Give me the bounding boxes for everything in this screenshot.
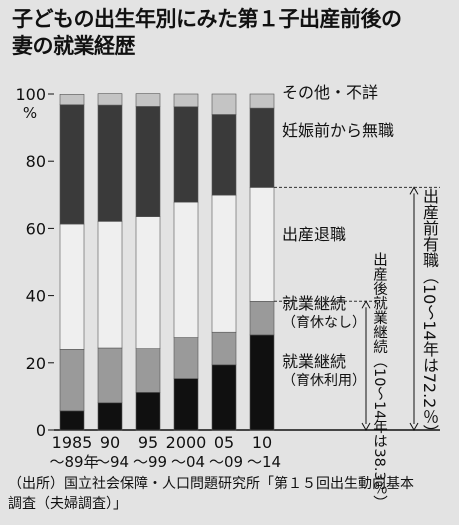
x-tick-label: 95 bbox=[138, 433, 158, 452]
y-tick-label: 60 bbox=[26, 219, 46, 238]
series-label-1: 就業継続 bbox=[282, 352, 346, 371]
bar-segment-2-4 bbox=[173, 337, 199, 379]
y-tick-label: 40 bbox=[26, 287, 46, 306]
series-label-5: その他・不詳 bbox=[282, 83, 378, 102]
series-label-2: 就業継続 bbox=[282, 294, 346, 313]
bar-segment-3-3 bbox=[135, 216, 161, 349]
bar-segment-5-1 bbox=[59, 94, 85, 106]
bar-segment-3-4 bbox=[173, 201, 199, 338]
bracket-employed-arrow-bottom bbox=[409, 422, 419, 432]
bar-segment-5-5 bbox=[211, 93, 237, 115]
bar-segment-4-2 bbox=[97, 104, 123, 222]
y-tick-label: 80 bbox=[26, 152, 46, 171]
x-tick-label-sub: ～14 bbox=[247, 453, 281, 471]
source-note: （出所）国立社会保障・人口問題研究所「第１５回出生動向基本 調査（夫婦調査）」 bbox=[8, 474, 453, 514]
bar-segment-3-1 bbox=[59, 223, 85, 350]
y-tick-label: 0 bbox=[36, 421, 46, 440]
bar-segment-4-3 bbox=[135, 106, 161, 217]
bar-segment-3-2 bbox=[97, 221, 123, 349]
series-label-2: （育休なし） bbox=[282, 315, 366, 331]
bar-segment-4-5 bbox=[211, 114, 237, 196]
source-line2: 調査（夫婦調査）」 bbox=[8, 496, 127, 512]
bar-segment-5-2 bbox=[97, 93, 123, 106]
x-tick-label: 90 bbox=[100, 433, 120, 452]
bar-segment-4-6 bbox=[249, 107, 275, 188]
annotation-continued: 出産後就業継続（10～14年は38.3％） bbox=[371, 252, 387, 510]
bar-segment-2-5 bbox=[211, 331, 237, 366]
chart-title-line2: 妻の就業経歴 bbox=[12, 34, 136, 58]
bar-segment-1-1 bbox=[59, 410, 85, 431]
x-tick-label-sub: ～89年 bbox=[49, 453, 98, 471]
bracket-employed-arrow-top bbox=[409, 186, 419, 195]
x-tick-label-sub: ～94 bbox=[95, 453, 129, 471]
y-tick-label: 20 bbox=[26, 354, 46, 373]
y-unit-label: % bbox=[23, 104, 37, 122]
x-tick-label: 1985 bbox=[52, 433, 93, 452]
bar-segment-2-1 bbox=[59, 349, 85, 412]
annotation-employed-before: 出産前有職（10～14年は72.2％） bbox=[420, 188, 439, 441]
x-tick-label: 10 bbox=[252, 433, 272, 452]
bar-segment-4-4 bbox=[173, 106, 199, 203]
series-label-4: 妊娠前から無職 bbox=[282, 121, 394, 140]
bar-segment-2-3 bbox=[135, 348, 161, 393]
bar-segment-3-5 bbox=[211, 194, 237, 333]
chart-title-line1: 子どもの出生年別にみた第１子出産前後の bbox=[12, 7, 402, 31]
bar-segment-2-6 bbox=[249, 301, 275, 336]
bar-segment-5-3 bbox=[135, 93, 161, 107]
x-tick-label: 05 bbox=[214, 433, 234, 452]
y-tick-label: 100 bbox=[15, 85, 46, 104]
chart-title: 子どもの出生年別にみた第１子出産前後の 妻の就業経歴 bbox=[12, 6, 452, 60]
bar-segment-5-4 bbox=[173, 93, 199, 108]
bar-segment-1-5 bbox=[211, 364, 237, 431]
bar-segment-2-2 bbox=[97, 347, 123, 404]
bar-segment-5-6 bbox=[249, 93, 275, 109]
bar-segment-1-3 bbox=[135, 392, 161, 431]
bar-segment-1-6 bbox=[249, 334, 275, 431]
source-line1: （出所）国立社会保障・人口問題研究所「第１５回出生動向基本 bbox=[8, 476, 414, 492]
bar-segment-1-2 bbox=[97, 402, 123, 431]
bracket-continued-arrow-bottom bbox=[361, 422, 371, 432]
series-label-1: （育休利用） bbox=[282, 373, 366, 389]
x-tick-label-sub: ～04 bbox=[171, 453, 205, 471]
bracket-continued-arrow-top bbox=[361, 300, 371, 309]
x-tick-label-sub: ～09 bbox=[209, 453, 243, 471]
bar-segment-1-4 bbox=[173, 378, 199, 431]
bar-segment-4-1 bbox=[59, 104, 85, 225]
bar-segment-3-6 bbox=[249, 187, 275, 302]
x-tick-label: 2000 bbox=[166, 433, 207, 452]
x-tick-label-sub: ～99 bbox=[133, 453, 167, 471]
series-label-3: 出産退職 bbox=[282, 225, 346, 244]
